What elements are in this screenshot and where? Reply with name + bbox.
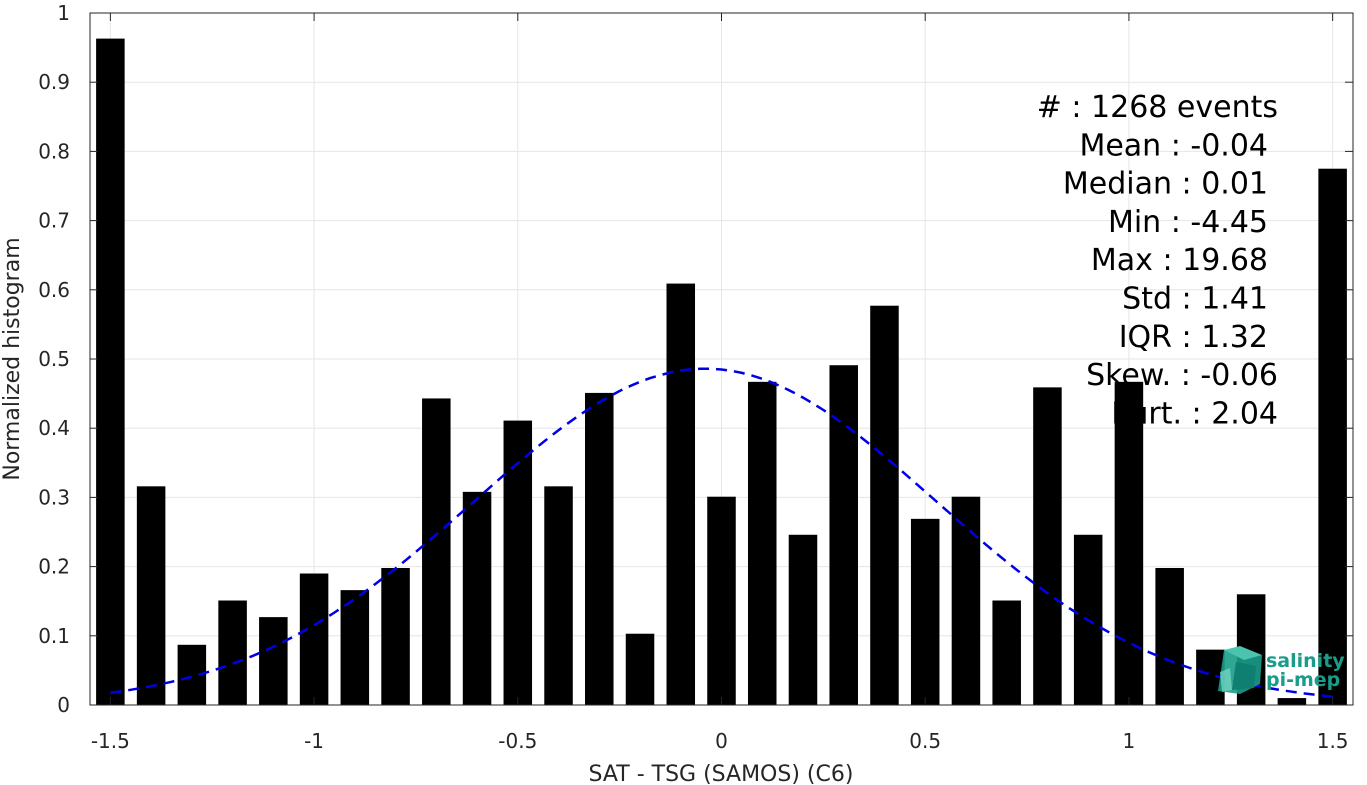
histogram-bar [1155,567,1184,705]
histogram-bar [544,486,573,705]
histogram-bar [1318,168,1347,705]
logo-text-salinity: salinity [1266,650,1345,672]
histogram-bar [747,381,777,705]
y-tick-label: 1 [57,1,70,25]
histogram-bar [462,491,492,705]
stats-line: # : 1268 events [1037,90,1278,125]
histogram-bar [1277,698,1307,705]
histogram-bar [259,617,288,705]
y-tick-labels: 0 0.1 0.2 0.3 0.4 0.5 0.6 0.7 0.8 0.9 1 [38,1,70,717]
y-tick-label: 0.3 [38,485,70,509]
x-tick-labels: -1.5 -1 -0.5 0 0.5 1 1.5 [91,729,1349,753]
histogram-bar [96,38,125,705]
histogram-bar [585,392,614,705]
histogram-bar [340,590,370,705]
stats-line: Median : 0.01 [1063,167,1268,202]
y-tick-label: 0.1 [38,624,70,648]
y-tick-label: 0.4 [38,416,70,440]
histogram-bar [992,600,1021,705]
stats-line: Skew. : -0.06 [1086,358,1278,393]
x-tick-label: -1 [304,729,324,753]
x-axis-label: SAT - TSG (SAMOS) (C6) [589,762,854,785]
stats-line: Mean : -0.04 [1079,128,1268,163]
histogram-bar [136,486,166,705]
x-tick-label: 0 [715,729,728,753]
logo-text-pi-mep: pi-mep [1266,669,1340,691]
axes-frame [89,12,1354,706]
histogram-bar [381,567,410,705]
histogram-bar [1114,381,1144,705]
histogram-bar [503,420,533,705]
gaussian-fit-curve [110,367,1333,698]
pi-mep-logo-icon [1218,646,1262,694]
histogram-bar [218,600,247,705]
bars [96,38,1347,705]
histogram-bar [910,518,940,705]
histogram-bar [422,398,451,705]
x-tick-label: 0.5 [909,729,941,753]
histogram-bar [625,633,655,705]
y-tick-label: 0.7 [38,209,70,233]
stats-line: Min : -4.45 [1108,205,1268,240]
y-tick-label: 0.8 [38,139,70,163]
x-tick-label: -0.5 [498,729,537,753]
y-tick-label: 0 [57,693,70,717]
x-tick-label: -1.5 [91,729,130,753]
y-axis-label: Normalized histogram [0,237,25,480]
y-tick-label: 0.6 [38,278,70,302]
histogram-bar [951,496,981,705]
stats-line: Std : 1.41 [1122,282,1268,317]
histogram-bar [666,283,696,705]
y-tick-label: 0.2 [38,555,70,579]
stats-line: Kurt. : 2.04 [1111,396,1278,431]
x-tick-label: 1 [1123,729,1136,753]
y-tick-label: 0.5 [38,347,70,371]
histogram-bar [870,305,899,705]
stats-line: Max : 19.68 [1091,243,1268,278]
histogram-bar [299,573,329,705]
y-tick-label: 0.9 [38,70,70,94]
histogram-bar [707,496,736,705]
x-tick-label: 1.5 [1317,729,1349,753]
salinity-pi-mep-logo: salinity pi-mep [1218,646,1345,694]
histogram-bar [788,534,818,705]
histogram-bar [1033,387,1062,705]
stats-line: IQR : 1.32 [1119,320,1268,355]
histogram-bar [829,365,858,705]
